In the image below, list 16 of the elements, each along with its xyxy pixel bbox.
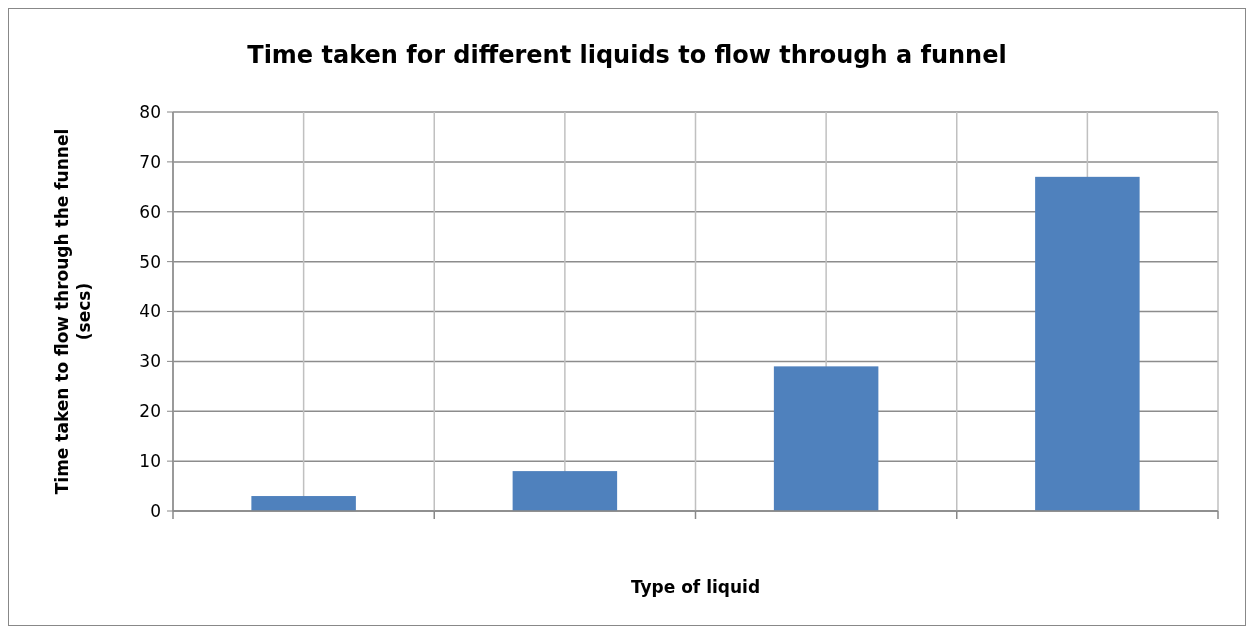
bar xyxy=(251,496,356,511)
y-tick-label: 60 xyxy=(139,201,161,222)
y-tick-label: 0 xyxy=(150,500,161,521)
bar xyxy=(1035,176,1140,511)
chart-title: Time taken for different liquids to flow through a funnel xyxy=(247,41,1007,69)
bar xyxy=(773,366,879,511)
x-axis-title: Type of liquid xyxy=(630,577,761,597)
y-tick-label: 80 xyxy=(139,101,161,122)
bar xyxy=(512,471,618,511)
y-tick-label: 70 xyxy=(139,151,161,172)
y-tick-label: 10 xyxy=(139,451,161,472)
y-axis-title: Time taken to flow through the funnel (secs) xyxy=(52,128,94,495)
y-tick-label: 30 xyxy=(139,351,161,372)
y-tick-label: 40 xyxy=(139,301,161,322)
y-tick-label: 50 xyxy=(139,251,161,272)
y-tick-label: 20 xyxy=(139,401,161,422)
